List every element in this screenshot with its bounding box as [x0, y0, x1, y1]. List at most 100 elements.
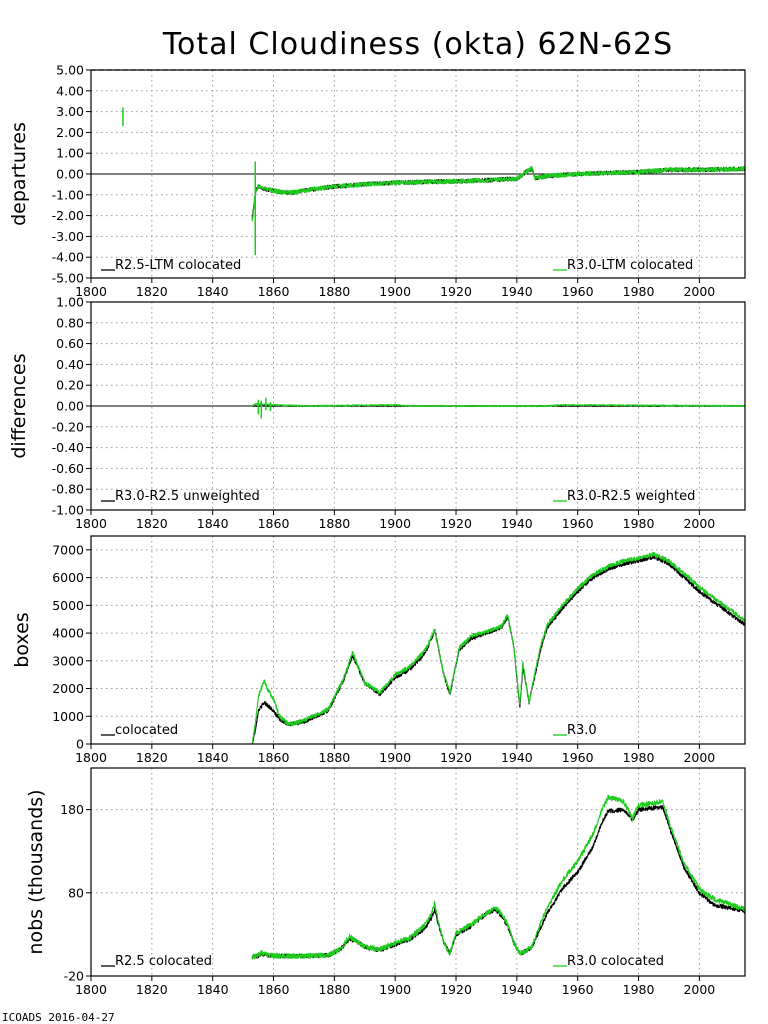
x-tick-label: 1920 — [440, 982, 472, 997]
plot-frame — [90, 301, 746, 511]
x-tick-label: 1860 — [258, 750, 290, 765]
x-tick-label: 1940 — [501, 750, 533, 765]
y-tick-label: 1000 — [52, 709, 84, 724]
y-tick-label: -20 — [64, 969, 84, 984]
y-tick-label: -1.00 — [52, 187, 84, 202]
y-tick-label: 4.00 — [56, 83, 84, 98]
x-tick-label: 1920 — [440, 750, 472, 765]
x-tick-label: 1820 — [136, 750, 168, 765]
x-tick-label: 1960 — [562, 516, 594, 531]
x-tick-label: 2000 — [683, 982, 715, 997]
y-tick-label: 1.00 — [56, 146, 84, 161]
x-tick-label: 1980 — [623, 516, 655, 531]
y-tick-label: 1.00 — [56, 295, 84, 310]
x-tick-label: 2000 — [683, 284, 715, 299]
y-tick-label: 7000 — [52, 542, 84, 557]
series-line-2 — [251, 551, 746, 744]
x-tick-label: 1960 — [562, 982, 594, 997]
series-line-2 — [251, 165, 746, 222]
panels: -5.00 -4.00 -3.00 -2.00 -1.00 0.00 1.00 2.00 3.0… — [8, 63, 746, 997]
chart-panel-1: -5.00 -4.00 -3.00 -2.00 -1.00 0.00 1.00 2.00 3.0… — [8, 63, 746, 299]
x-tick-label: 1840 — [197, 982, 229, 997]
x-tick-label: 1920 — [440, 284, 472, 299]
x-tick-label: 1880 — [318, 516, 350, 531]
x-tick-label: 1840 — [197, 516, 229, 531]
x-tick-label: 1960 — [562, 750, 594, 765]
y-axis-label: differences — [8, 353, 30, 458]
chart-panel-3: 0 1000 2000 3000 4000 5000 6000 7000 1800 1820 184… — [11, 535, 746, 765]
x-tick-label: 1820 — [136, 516, 168, 531]
x-tick-label: 1940 — [501, 516, 533, 531]
series-line-1 — [251, 166, 746, 220]
x-tick-label: 1820 — [136, 982, 168, 997]
x-tick-label: 1920 — [440, 516, 472, 531]
x-tick-label: 1980 — [623, 284, 655, 299]
series-line-1 — [251, 554, 746, 744]
x-tick-label: 1860 — [258, 982, 290, 997]
y-tick-label: 0.00 — [56, 399, 84, 414]
y-tick-label: -0.20 — [52, 419, 84, 434]
x-tick-label: 1800 — [75, 516, 107, 531]
y-tick-label: 0.60 — [56, 336, 84, 351]
x-tick-label: 1940 — [501, 284, 533, 299]
x-tick-label: 1860 — [258, 284, 290, 299]
y-axis-label: boxes — [11, 612, 33, 667]
plot-frame — [90, 535, 746, 745]
x-tick-label: 1860 — [258, 516, 290, 531]
y-tick-label: -5.00 — [52, 271, 84, 286]
y-tick-label: 2000 — [52, 681, 84, 696]
chart-panel-4: -20 80 180 1800 1820 1840 1860 1880 1900 1920 1940… — [25, 767, 746, 997]
x-tick-label: 1900 — [379, 982, 411, 997]
y-tick-label: 0.80 — [56, 315, 84, 330]
y-tick-label: 6000 — [52, 570, 84, 585]
x-tick-label: 1880 — [318, 982, 350, 997]
y-tick-label: 180 — [60, 802, 84, 817]
series-line-2 — [251, 794, 746, 960]
x-tick-label: 1800 — [75, 982, 107, 997]
x-tick-label: 1940 — [501, 982, 533, 997]
legend-label: R3.0-LTM colocated — [567, 258, 693, 273]
x-tick-label: 1800 — [75, 750, 107, 765]
y-tick-label: 80 — [68, 885, 84, 900]
x-tick-label: 1960 — [562, 284, 594, 299]
y-tick-label: 0 — [76, 737, 84, 752]
x-tick-label: 1800 — [75, 284, 107, 299]
legend-label: R2.5 colocated — [115, 954, 212, 969]
y-tick-label: -1.00 — [52, 503, 84, 518]
x-tick-label: 1840 — [197, 750, 229, 765]
x-tick-label: 1880 — [318, 750, 350, 765]
y-tick-label: -0.80 — [52, 482, 84, 497]
y-tick-label: 0.00 — [56, 167, 84, 182]
legend-label: R3.0-R2.5 weighted — [567, 489, 695, 504]
legend-label: R3.0-R2.5 unweighted — [115, 489, 260, 504]
series-line-2 — [251, 402, 746, 408]
x-tick-label: 2000 — [683, 516, 715, 531]
x-tick-label: 1880 — [318, 284, 350, 299]
y-tick-label: 3000 — [52, 653, 84, 668]
y-tick-label: 5000 — [52, 598, 84, 613]
y-tick-label: -3.00 — [52, 229, 84, 244]
x-tick-label: 1900 — [379, 750, 411, 765]
y-tick-label: -2.00 — [52, 208, 84, 223]
chart-title: Total Cloudiness (okta) 62N-62S — [162, 27, 673, 62]
legend-label: colocated — [115, 723, 178, 738]
plot-frame — [90, 767, 746, 977]
x-tick-label: 1820 — [136, 284, 168, 299]
x-tick-label: 1900 — [379, 284, 411, 299]
y-tick-label: 5.00 — [56, 63, 84, 78]
y-tick-label: 4000 — [52, 626, 84, 641]
chart-panel-2: -1.00 -0.80 -0.60 -0.40 -0.20 0.00 0.20 0.40 0.6… — [8, 295, 746, 531]
y-tick-label: 3.00 — [56, 104, 84, 119]
y-axis-label: departures — [8, 122, 30, 226]
y-tick-label: 0.40 — [56, 357, 84, 372]
footer-label: ICOADS 2016-04-27 — [2, 1011, 115, 1024]
legend-label: R3.0 — [567, 723, 597, 738]
x-tick-label: 1980 — [623, 982, 655, 997]
x-tick-label: 1840 — [197, 284, 229, 299]
y-axis-label: nobs (thousands) — [25, 789, 47, 954]
y-tick-label: -4.00 — [52, 250, 84, 265]
y-tick-label: 0.20 — [56, 378, 84, 393]
legend-label: R2.5-LTM colocated — [115, 258, 241, 273]
x-tick-label: 2000 — [683, 750, 715, 765]
y-tick-label: -0.40 — [52, 440, 84, 455]
